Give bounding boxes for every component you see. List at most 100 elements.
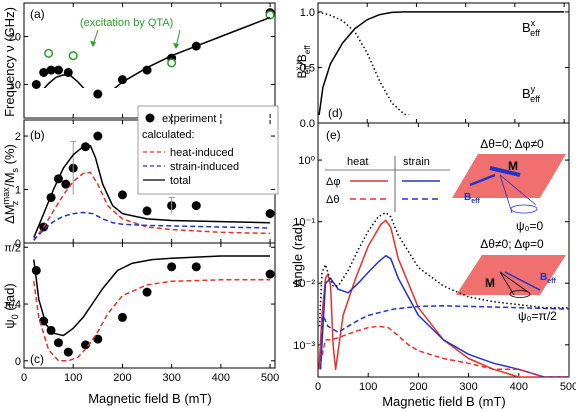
inset-bottom-cone-ring [509, 290, 531, 298]
panel-a-label: (a) [30, 7, 45, 21]
series-line-e [319, 254, 569, 377]
y-tick-label-d: 0.0 [300, 118, 315, 130]
label-beff-x-main: B [522, 20, 531, 35]
open-point-a [265, 10, 275, 20]
inset-bottom-m-label: M [485, 276, 495, 290]
label-beff-y-main: B [522, 86, 531, 101]
inset-bottom-cone-1 [499, 271, 515, 296]
x-tick-label-c: 300 [162, 372, 180, 384]
label-beff-x: Bx eff [522, 18, 541, 38]
y-tick-label-b: 1 [15, 185, 21, 197]
data-point-c [81, 340, 91, 350]
data-point-a [117, 75, 127, 85]
panel-d-ylabel-sub2: eff [303, 45, 312, 55]
x-tick-label-e: 400 [510, 381, 528, 393]
label-beff-y: By eff [522, 84, 541, 104]
y-tick-label-e: 10⁻³ [293, 340, 315, 352]
data-point-c [191, 262, 201, 272]
series-line-b [33, 211, 271, 241]
y-tick-label-c: 0 [15, 356, 21, 368]
x-tick-label-e: 100 [359, 381, 377, 393]
y-tick-label-b: 0 [15, 238, 21, 250]
label-beff-y-sup: y [531, 84, 536, 94]
qta-annotation: (excitation by QTA) [80, 17, 173, 29]
series-line-c [33, 279, 271, 362]
x-tick-label-e: 0 [315, 381, 321, 393]
series-line-b [33, 171, 271, 241]
series-line-c [33, 255, 271, 337]
panel-c-ylabel: ψ0 (rad) [2, 283, 20, 328]
y-tick-label-e: 10⁰ [298, 155, 315, 167]
panel-b-label: (b) [30, 128, 45, 142]
panel-b-ylabel-sub: z [10, 200, 20, 205]
series-line-e [318, 211, 569, 327]
x-tick-label-c: 500 [261, 372, 279, 384]
legend-total-label: total [170, 175, 191, 187]
panel-d-ylabel: Bx,yeff/Beff [294, 45, 312, 79]
inset-bottom-beff-main: B [540, 272, 547, 283]
y-tick-label-e: 10⁻¹ [293, 217, 315, 229]
inset-bottom-cone-2 [499, 271, 529, 293]
legend-calculated-label: calculated: [142, 129, 195, 141]
data-point-c [93, 334, 103, 344]
series-line-b [33, 144, 271, 238]
x-tick-label-c: 400 [212, 372, 230, 384]
data-point-a [39, 67, 49, 77]
y-tick-label-a: 20 [9, 32, 21, 44]
y-tick-label-d: 0.5 [300, 62, 315, 74]
legend-strain-label: strain-induced [170, 161, 239, 173]
label-beff-x-sub: eff [530, 28, 540, 38]
panel-e-label: (e) [326, 128, 341, 142]
panel-d-ylabel-sub: eff [303, 65, 312, 75]
panel-d-ylabel-tail: /B [295, 54, 309, 65]
inset-top-beff-main: B [464, 192, 471, 203]
label-beff-y-sub: eff [530, 94, 540, 104]
legend-e-dphi: Δφ [326, 176, 340, 188]
inset-bottom: Δθ≠0; Δφ=0 M Beff ψ₀=π/2 [456, 237, 566, 323]
legend-experiment-marker [145, 113, 155, 123]
data-point-c [142, 287, 152, 297]
x-tick-label-e: 500 [560, 381, 576, 393]
y-tick-label-c: π/4 [4, 299, 21, 311]
open-point-a [167, 58, 177, 68]
panel-c-ylabel-main: ψ [2, 319, 17, 328]
data-point-c [63, 347, 73, 357]
inset-top-beff-label: Beff [464, 192, 480, 205]
inset-top-beff-arrow [469, 173, 496, 187]
label-beff-x-sup: x [531, 18, 536, 28]
panel-b-ylabel-main: ΔM [2, 204, 17, 224]
x-tick-label-c: 200 [113, 372, 131, 384]
y-tick-label-c: π/2 [4, 242, 21, 254]
data-point-c [167, 262, 177, 272]
data-point-c [265, 269, 275, 279]
x-tick-label-c: 0 [21, 372, 27, 384]
panel-e-ylabel: Angle (rad) [290, 223, 305, 287]
inset-top-label: Δθ=0; Δφ≠0 [480, 137, 544, 151]
panel-e-legend: heat strain Δφ Δθ [325, 156, 450, 212]
panel-c-label: (c) [30, 352, 44, 366]
right-xlabel: Magnetic field B (mT) [382, 394, 506, 409]
data-point-c [117, 312, 127, 322]
open-point-a [44, 48, 54, 58]
inset-top-beff-sub: eff [471, 198, 480, 205]
panel-b-ylabel-sup: max [1, 187, 11, 205]
legend-heat-label: heat-induced [170, 147, 234, 159]
series-line-e [318, 219, 569, 377]
data-point-a [46, 65, 56, 75]
y-tick-label-b: 2 [15, 131, 21, 143]
data-point-b [265, 209, 275, 219]
panel-e-frame [317, 122, 570, 378]
inset-top-cone-1 [499, 174, 537, 206]
legend-e-heat: heat [347, 156, 368, 168]
data-point-b [61, 179, 71, 189]
y-tick-label-a: 10 [9, 79, 21, 91]
inset-bottom-label: Δθ≠0; Δφ=0 [480, 237, 544, 251]
series-line-e [319, 325, 569, 377]
panel-d-ylabel-sup: x,y [294, 60, 303, 70]
data-point-b [142, 206, 152, 216]
panel-d-label: (d) [328, 106, 343, 120]
panel-c-ylabel-sub: 0 [10, 314, 20, 319]
legend-experiment-label: experiment [162, 113, 216, 125]
